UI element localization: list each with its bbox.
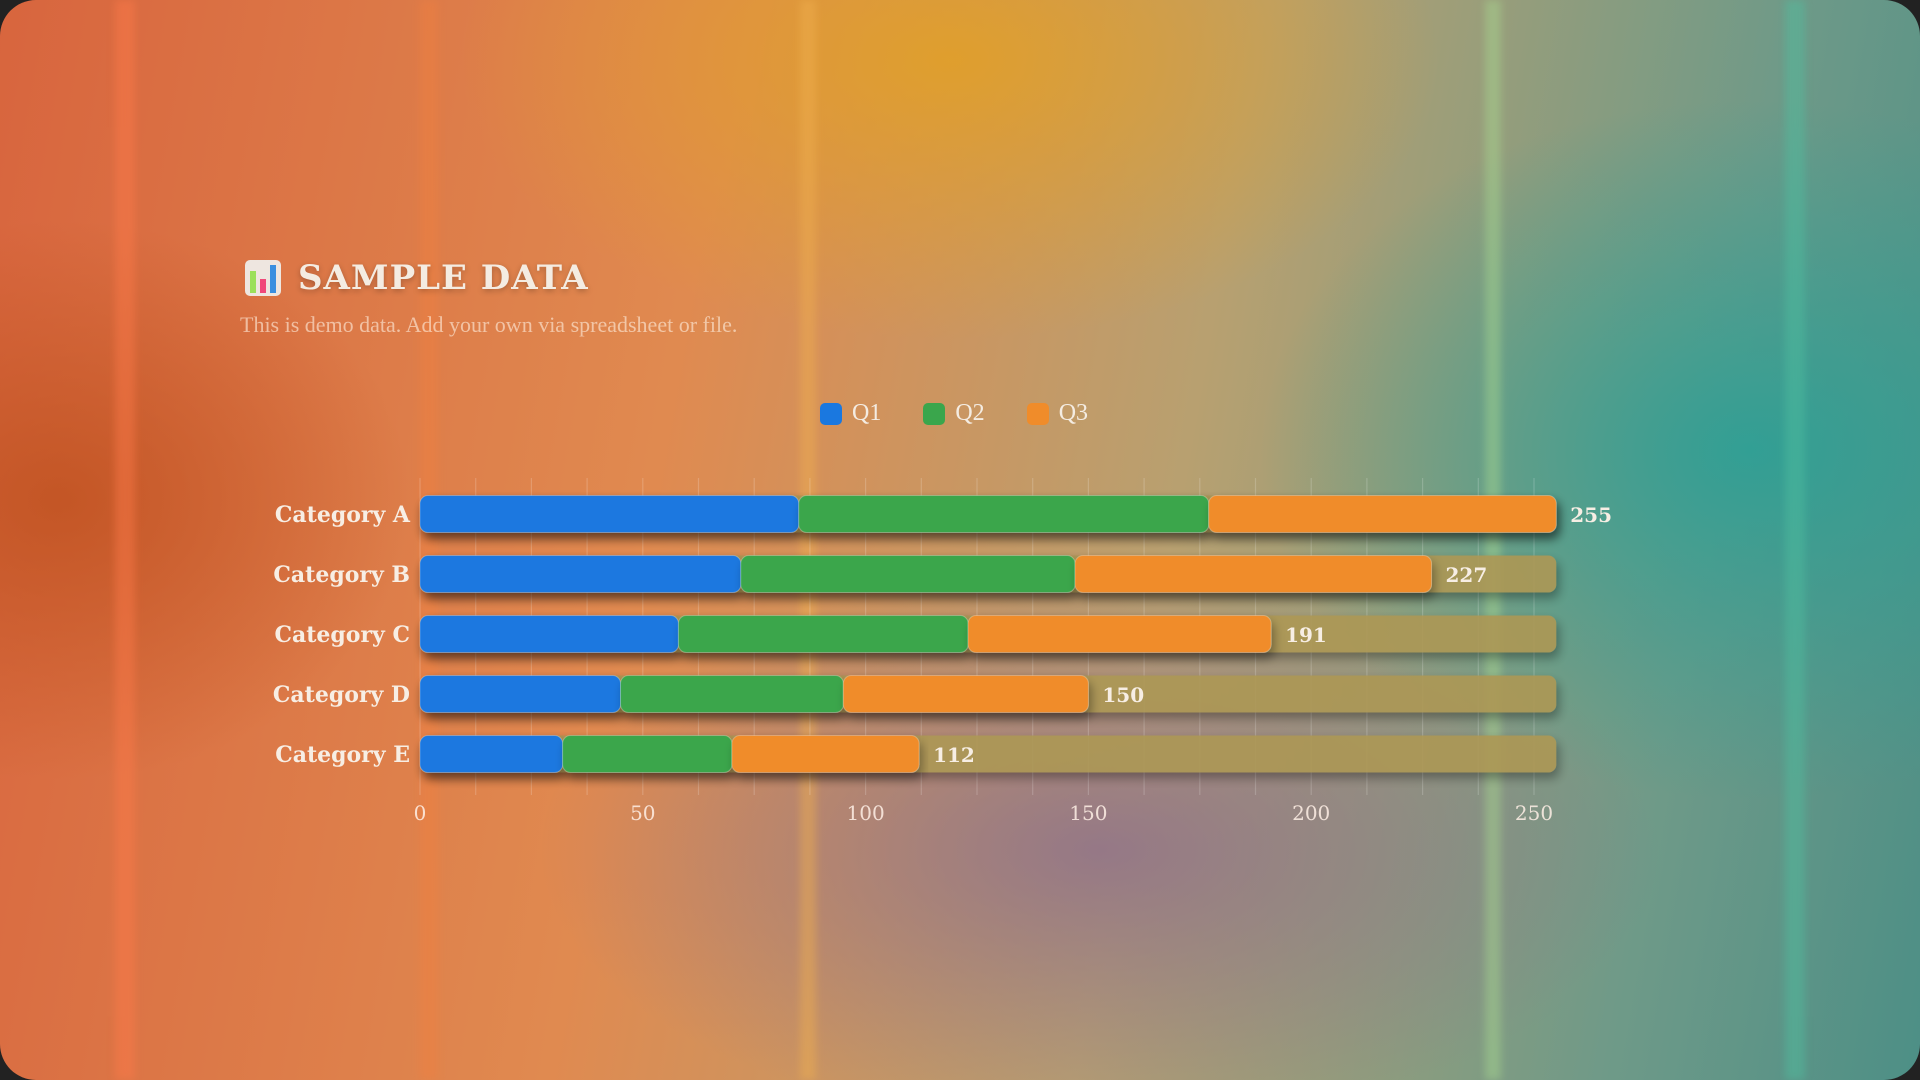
total-label: 255 [1570,503,1612,527]
light-streak [115,0,135,1080]
total-label: 191 [1285,623,1327,647]
chart-header: SAMPLE DATA [244,258,589,298]
category-label: Category B [273,562,410,588]
bar-segment-q2 [798,495,1210,533]
bar-segment-q3 [967,615,1272,653]
bar-segment-q1 [419,735,564,773]
total-label: 112 [933,743,975,767]
light-streak [420,0,438,1080]
total-label: 150 [1102,683,1144,707]
legend-item-q2[interactable]: Q2 [923,400,985,427]
bar-segment-q2 [677,615,969,653]
light-streak [800,0,816,1080]
legend-item-q3[interactable]: Q3 [1026,400,1089,427]
category-label: Category C [274,622,410,648]
bar-segment-q2 [620,675,844,713]
chart-subtitle: This is demo data. Add your own via spre… [240,312,738,337]
bar-segment-q3 [1208,495,1557,533]
category-label: Category E [275,742,410,768]
bar-segment-q2 [740,555,1076,593]
bar-segment-q1 [419,615,679,653]
x-tick-label: 150 [1069,801,1107,825]
light-streak [1785,0,1805,1080]
bar-segment-q1 [419,675,622,713]
legend: Q1 Q2 Q3 [820,400,1088,427]
x-tick-label: 250 [1515,801,1553,825]
legend-swatch [1026,402,1049,425]
bar-chart-icon [245,260,281,296]
legend-label: Q2 [955,400,985,426]
bar-segment-q3 [842,675,1089,713]
legend-label: Q3 [1058,400,1089,426]
x-tick-label: 200 [1292,801,1330,825]
chart-title: SAMPLE DATA [298,258,589,298]
legend-swatch [820,402,842,425]
total-label: 227 [1446,563,1488,587]
x-tick-label: 0 [414,801,427,825]
legend-item-q1[interactable]: Q1 [820,400,881,427]
bar-segment-q3 [731,735,920,773]
bar-segment-q3 [1074,555,1433,593]
category-label: Category A [275,502,411,528]
x-tick-label: 100 [847,801,885,825]
legend-label: Q1 [852,400,882,426]
bar-segment-q1 [419,555,742,593]
category-label: Category D [273,682,410,708]
x-tick-label: 50 [630,801,655,825]
bar-segment-q2 [562,735,733,773]
light-streak [1485,0,1501,1080]
legend-swatch [923,402,946,425]
bar-segment-q1 [419,495,800,533]
